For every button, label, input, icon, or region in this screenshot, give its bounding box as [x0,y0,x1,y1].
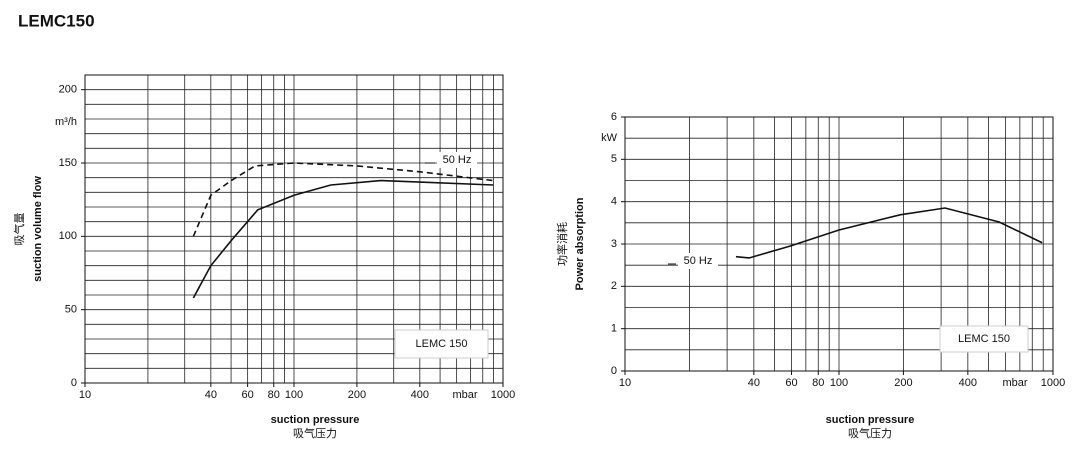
annotation: 50 Hz [684,255,713,267]
y-axis-title: suction volume flow [32,176,44,282]
x-tick-label: 1000 [491,389,515,401]
y-axis-title-cn: 吸气量 [12,213,26,246]
x-axis-title-cn: 吸气压力 [848,426,892,440]
y-axis-title-cn: 功率消耗 [555,222,569,266]
x-tick-label: 40 [205,389,217,401]
x-tick-label: 80 [268,389,280,401]
model-box [939,325,1029,353]
x-tick-label: 400 [959,377,977,389]
x-tick-label: 100 [285,389,303,401]
y-tick-label: 100 [59,230,77,242]
x-unit: mbar [452,389,477,401]
y-axis-title: Power absorption [574,197,586,290]
y-tick-label: 1 [611,323,617,335]
y-tick-label: 4 [611,196,617,208]
y-tick-label: 150 [59,157,77,169]
model-label: LEMC 150 [958,333,1010,345]
model-box [394,329,489,359]
x-tick-label: 80 [812,377,824,389]
x-tick-label: 60 [785,377,797,389]
x-tick-label: 60 [242,389,254,401]
y-tick-label: 3 [611,238,617,250]
y-tick-label: 0 [71,377,77,389]
x-tick-label: 200 [894,377,912,389]
x-unit: mbar [1002,377,1027,389]
y-tick-label: 0 [611,365,617,377]
y-tick-label: 200 [59,84,77,96]
y-tick-label: 50 [65,304,77,316]
x-axis-title-cn: 吸气压力 [293,426,337,440]
x-tick-label: 1000 [1041,377,1065,389]
x-axis-title: suction pressure [271,414,360,426]
y-tick-label: 6 [611,111,617,123]
x-tick-label: 200 [348,389,366,401]
x-tick-label: 400 [411,389,429,401]
annotation-bg [437,152,477,168]
x-tick-label: 10 [79,389,91,401]
data-line [735,207,1043,259]
y-unit: kW [601,132,618,144]
data-line [192,162,494,237]
x-tick-label: 40 [748,377,760,389]
annotation: 50 Hz [443,154,472,166]
x-tick-label: 10 [619,377,631,389]
y-tick-label: 5 [611,153,617,165]
y-unit: m³/h [55,116,77,128]
page-title: LEMC150 [18,11,95,30]
x-axis-title: suction pressure [826,414,915,426]
y-tick-label: 2 [611,280,617,292]
annotation-bg [678,253,718,269]
x-tick-label: 100 [830,377,848,389]
model-label: LEMC 150 [416,338,468,350]
data-line [192,179,494,299]
